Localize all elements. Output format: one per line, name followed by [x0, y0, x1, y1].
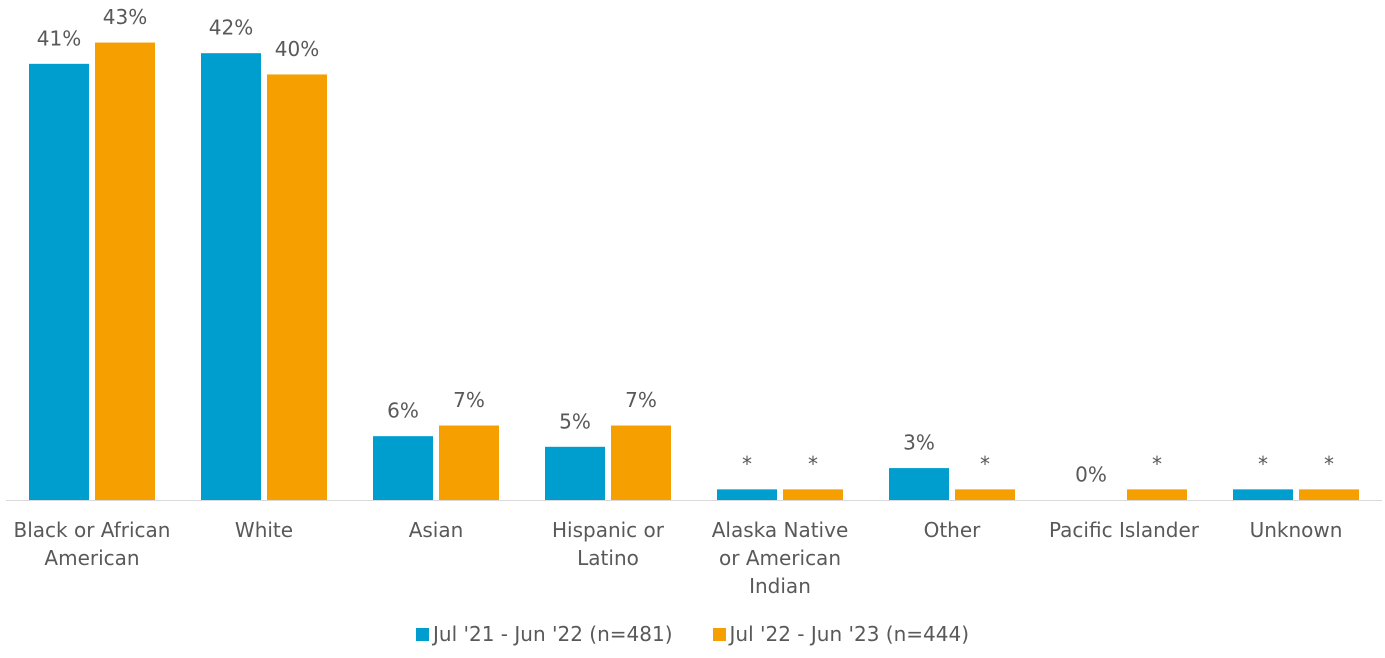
x-tick-label: Asian — [408, 518, 464, 542]
value-label: 40% — [275, 37, 319, 61]
bar — [95, 42, 155, 500]
value-label: * — [1152, 452, 1162, 476]
value-label: * — [980, 452, 990, 476]
value-label: 5% — [559, 409, 591, 433]
value-label: * — [742, 452, 752, 476]
bar — [1233, 489, 1293, 500]
value-label: 43% — [103, 5, 147, 29]
bar — [1127, 489, 1187, 500]
legend: Jul '21 - Jun '22 (n=481) Jul '22 - Jun '… — [0, 622, 1385, 646]
x-tick-label: Hispanic or Latino — [551, 518, 664, 570]
value-label: * — [1324, 452, 1334, 476]
x-tick-label: Pacific Islander — [1049, 518, 1199, 542]
x-tick-label: Black or African American — [13, 518, 171, 570]
bar — [783, 489, 843, 500]
bar — [717, 489, 777, 500]
bar — [29, 63, 89, 501]
legend-swatch — [416, 627, 429, 641]
x-tick-label: Other — [923, 518, 981, 542]
bar — [373, 436, 433, 500]
bar — [1299, 489, 1359, 500]
value-label: 7% — [453, 388, 485, 412]
x-tick-label: Alaska Native or American Indian — [711, 518, 849, 598]
legend-item: Jul '21 - Jun '22 (n=481) — [416, 622, 673, 646]
value-label: 6% — [387, 399, 419, 423]
bar — [611, 425, 671, 500]
legend-item: Jul '22 - Jun '23 (n=444) — [712, 622, 970, 646]
value-label: * — [1258, 452, 1268, 476]
x-tick-label: White — [234, 518, 294, 542]
bar — [889, 468, 949, 500]
bar — [201, 53, 261, 500]
legend-label: Jul '21 - Jun '22 (n=481) — [433, 622, 673, 646]
value-label: 3% — [903, 431, 935, 455]
bar — [439, 425, 499, 500]
x-tick-label: Unknown — [1249, 518, 1343, 542]
value-label: 7% — [625, 388, 657, 412]
value-label: 0% — [1075, 463, 1107, 487]
bar — [545, 446, 605, 500]
value-label: * — [808, 452, 818, 476]
bar — [955, 489, 1015, 500]
bar — [267, 74, 327, 501]
legend-swatch — [712, 627, 726, 641]
legend-label: Jul '22 - Jun '23 (n=444) — [729, 622, 970, 646]
value-label: 41% — [37, 26, 81, 50]
value-label: 42% — [209, 16, 253, 40]
